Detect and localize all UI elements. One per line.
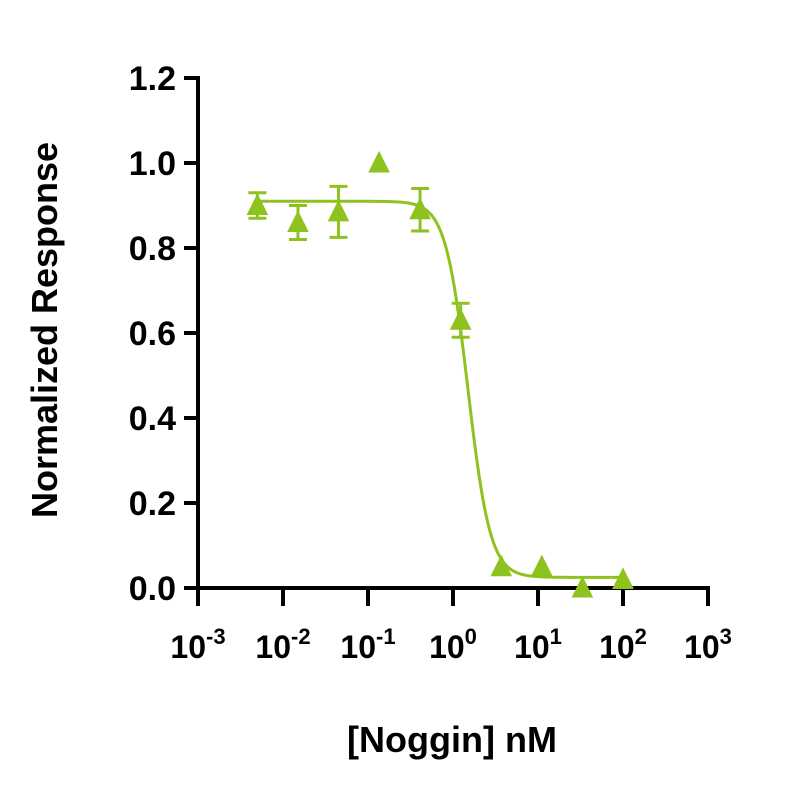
y-tick-label: 0.6 (129, 315, 176, 353)
y-tick-label: 1.2 (129, 60, 176, 98)
x-tick-label: 10-1 (340, 624, 395, 665)
x-tick-exponent: -1 (376, 624, 396, 649)
fit-curve-layer (257, 199, 623, 579)
x-tick-label: 101 (514, 624, 562, 665)
fit-curve (257, 199, 623, 579)
data-point-triangle (612, 567, 634, 589)
y-axis-label: Normalized Response (24, 142, 65, 518)
x-tick-exponent: 1 (550, 624, 562, 649)
x-axis: 10-3 10-2 10-1 100 101 102 103 (170, 586, 732, 665)
x-tick-base: 10 (514, 629, 550, 665)
data-point-triangle (571, 575, 594, 598)
y-tick-label: 1.0 (129, 145, 176, 183)
x-tick-base: 10 (255, 629, 291, 665)
data-point-triangle (409, 197, 431, 220)
x-tick-label: 10-3 (170, 624, 225, 665)
y-tick-label: 0.8 (129, 230, 176, 268)
data-point-triangle (327, 199, 350, 222)
data-point-triangle (368, 150, 390, 173)
x-tick-exponent: 0 (465, 624, 477, 649)
x-tick-base: 10 (170, 629, 206, 665)
data-point-triangle (449, 308, 472, 330)
x-tick-label: 100 (429, 624, 477, 665)
x-tick-base: 10 (684, 629, 720, 665)
x-tick-exponent: 3 (720, 624, 732, 649)
data-point-triangle (246, 193, 269, 215)
x-tick-base: 10 (599, 629, 635, 665)
x-tick-label: 103 (684, 624, 732, 665)
data-point-triangle (490, 554, 513, 577)
data-points-layer (246, 150, 634, 598)
x-tick-exponent: -3 (206, 624, 226, 649)
x-axis-label: [Noggin] nM (347, 719, 557, 760)
y-tick-label: 0.0 (129, 570, 176, 608)
x-tick-base: 10 (340, 629, 376, 665)
data-point-triangle (531, 554, 553, 577)
y-tick-label: 0.2 (129, 485, 176, 523)
y-tick-label: 0.4 (129, 400, 176, 438)
x-tick-label: 10-2 (255, 624, 310, 665)
data-point-triangle (287, 210, 309, 232)
x-tick-exponent: 2 (635, 624, 647, 649)
x-tick-base: 10 (429, 629, 465, 665)
y-axis: 0.0 0.2 0.4 0.6 0.8 1.0 1.2 (129, 60, 200, 608)
x-tick-exponent: -2 (291, 624, 311, 649)
x-tick-label: 102 (599, 624, 647, 665)
